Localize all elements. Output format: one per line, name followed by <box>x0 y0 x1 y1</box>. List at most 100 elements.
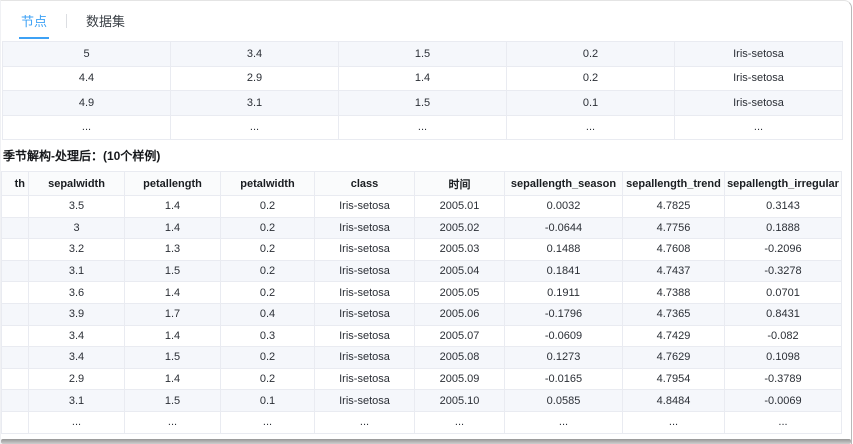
table-cell <box>1 346 29 369</box>
table-cell <box>1 195 29 218</box>
table-cell: 0.2 <box>220 367 315 391</box>
table-cell: 4.7756 <box>622 216 725 240</box>
table-cell: 4.9 <box>2 90 171 116</box>
table-cell: 0.8431 <box>724 302 842 326</box>
table-cell: 1.5 <box>338 41 507 67</box>
column-header: petalwidth <box>220 171 315 196</box>
table-cell: Iris-setosa <box>314 281 415 304</box>
table-cell: 1.4 <box>124 216 221 240</box>
table-cell: ... <box>170 114 339 140</box>
table-cell: 3.2 <box>28 238 125 261</box>
table-cell: Iris-setosa <box>314 324 415 348</box>
table-cell: 4.8484 <box>622 389 725 412</box>
table-cell: 1.4 <box>338 65 507 91</box>
table-cell: 3.1 <box>28 389 125 412</box>
table-cell: 1.4 <box>124 367 221 391</box>
table-cell: 0.0585 <box>504 389 623 412</box>
table-cell: 1.3 <box>124 238 221 261</box>
table-cell: 4.7954 <box>622 367 725 391</box>
table-cell: ... <box>28 410 125 434</box>
table-cell: Iris-setosa <box>314 259 415 283</box>
tab-dataset[interactable]: 数据集 <box>86 14 126 29</box>
table-cell: 2005.02 <box>414 216 505 240</box>
table-cell: 0.3143 <box>724 195 842 218</box>
table-cell <box>1 238 29 261</box>
table-cell: 4.7388 <box>622 281 725 304</box>
table-cell: -0.3789 <box>724 367 842 391</box>
table-cell: 0.1098 <box>724 346 842 369</box>
table-row: 4.4 2.9 1.4 0.2 Iris-setosa <box>2 65 843 91</box>
table-cell: 4.4 <box>2 65 171 91</box>
table-row: 2.9 1.4 0.2 Iris-setosa 2005.09 -0.0165 4.7954… <box>1 367 842 391</box>
column-header: sepallength_season <box>504 171 623 196</box>
table-header-row: th sepalwidth petallength petalwidth class 时间… <box>1 171 842 196</box>
table-cell: Iris-setosa <box>314 216 415 240</box>
table-cell: 3.4 <box>28 346 125 369</box>
table-cell: 3.9 <box>28 302 125 326</box>
table-cell <box>1 216 29 240</box>
table-cell: 2005.06 <box>414 302 505 326</box>
table-row: ............... <box>2 114 843 140</box>
table-cell <box>1 259 29 283</box>
table-cell: 2.9 <box>28 367 125 391</box>
input-sample-table: 5 3.4 1.5 0.2 Iris-setosa 4.4 2.9 1.4 0.2 Iris-se… <box>2 41 843 140</box>
table-row: 3.1 1.5 0.1 Iris-setosa 2005.10 0.0585 4.8484-… <box>1 389 842 412</box>
table-cell: 2005.09 <box>414 367 505 391</box>
table-cell <box>1 302 29 326</box>
table-cell <box>1 389 29 412</box>
table-cell: 4.7429 <box>622 324 725 348</box>
section-title: 季节解构-处理后：(10个样例) <box>3 149 161 163</box>
table-row: 3.6 1.4 0.2 Iris-setosa 2005.05 0.1911 4.7388 0… <box>1 281 842 304</box>
column-header: sepallength_trend <box>622 171 725 196</box>
table-cell <box>1 410 29 434</box>
table-row: 3.4 1.5 0.2 Iris-setosa 2005.08 0.1273 4.7629 0… <box>1 346 842 369</box>
table-cell: 2005.05 <box>414 281 505 304</box>
table-cell: 3 <box>28 216 125 240</box>
table-row: ........................ <box>1 410 842 434</box>
column-header: class <box>314 171 415 196</box>
table-cell: 3.6 <box>28 281 125 304</box>
table-cell: ... <box>414 410 505 434</box>
column-header: th <box>1 171 29 196</box>
table-cell: 0.2 <box>220 259 315 283</box>
table-row: 3.4 1.4 0.3 Iris-setosa 2005.07 -0.0609 4.7429… <box>1 324 842 348</box>
tab-divider <box>66 14 68 28</box>
table-cell: ... <box>2 114 171 140</box>
table-cell: 1.5 <box>338 90 507 116</box>
table-cell: -0.0644 <box>504 216 623 240</box>
table-cell: Iris-setosa <box>314 238 415 261</box>
table-cell: 2005.10 <box>414 389 505 412</box>
table-cell: 0.1488 <box>504 238 623 261</box>
table-cell: Iris-setosa <box>674 90 843 116</box>
table-cell: ... <box>724 410 842 434</box>
table-cell: 2005.08 <box>414 346 505 369</box>
table-cell: -0.2096 <box>724 238 842 261</box>
table-cell: 0.2 <box>220 238 315 261</box>
tab-bar: 节点 数据集 <box>1 1 851 41</box>
table-cell: 0.1888 <box>724 216 842 240</box>
table-cell: 0.0032 <box>504 195 623 218</box>
table-cell: 4.7629 <box>622 346 725 369</box>
table-cell: Iris-setosa <box>314 195 415 218</box>
table-cell: ... <box>506 114 675 140</box>
table-row: 3 1.4 0.2 Iris-setosa 2005.02 -0.0644 4.7756 0.… <box>1 216 842 240</box>
table-cell: 1.4 <box>124 195 221 218</box>
table-cell: ... <box>220 410 315 434</box>
horizontal-scrollbar[interactable] <box>1 439 851 444</box>
table-cell: 1.4 <box>124 281 221 304</box>
tab-node[interactable]: 节点 <box>19 3 50 39</box>
table-cell <box>1 281 29 304</box>
table-row: 5 3.4 1.5 0.2 Iris-setosa <box>2 41 843 67</box>
table-cell: 3.1 <box>28 259 125 283</box>
table-cell: -0.0069 <box>724 389 842 412</box>
table-cell: 0.0701 <box>724 281 842 304</box>
table-cell: 0.4 <box>220 302 315 326</box>
table-cell: Iris-setosa <box>314 302 415 326</box>
table-row: 3.1 1.5 0.2 Iris-setosa 2005.04 0.1841 4.7437-… <box>1 259 842 283</box>
column-header: 时间 <box>414 171 505 196</box>
table-cell: 4.7608 <box>622 238 725 261</box>
table-cell: 1.4 <box>124 324 221 348</box>
table-cell: 1.7 <box>124 302 221 326</box>
table-cell: ... <box>504 410 623 434</box>
table-cell: 0.3 <box>220 324 315 348</box>
